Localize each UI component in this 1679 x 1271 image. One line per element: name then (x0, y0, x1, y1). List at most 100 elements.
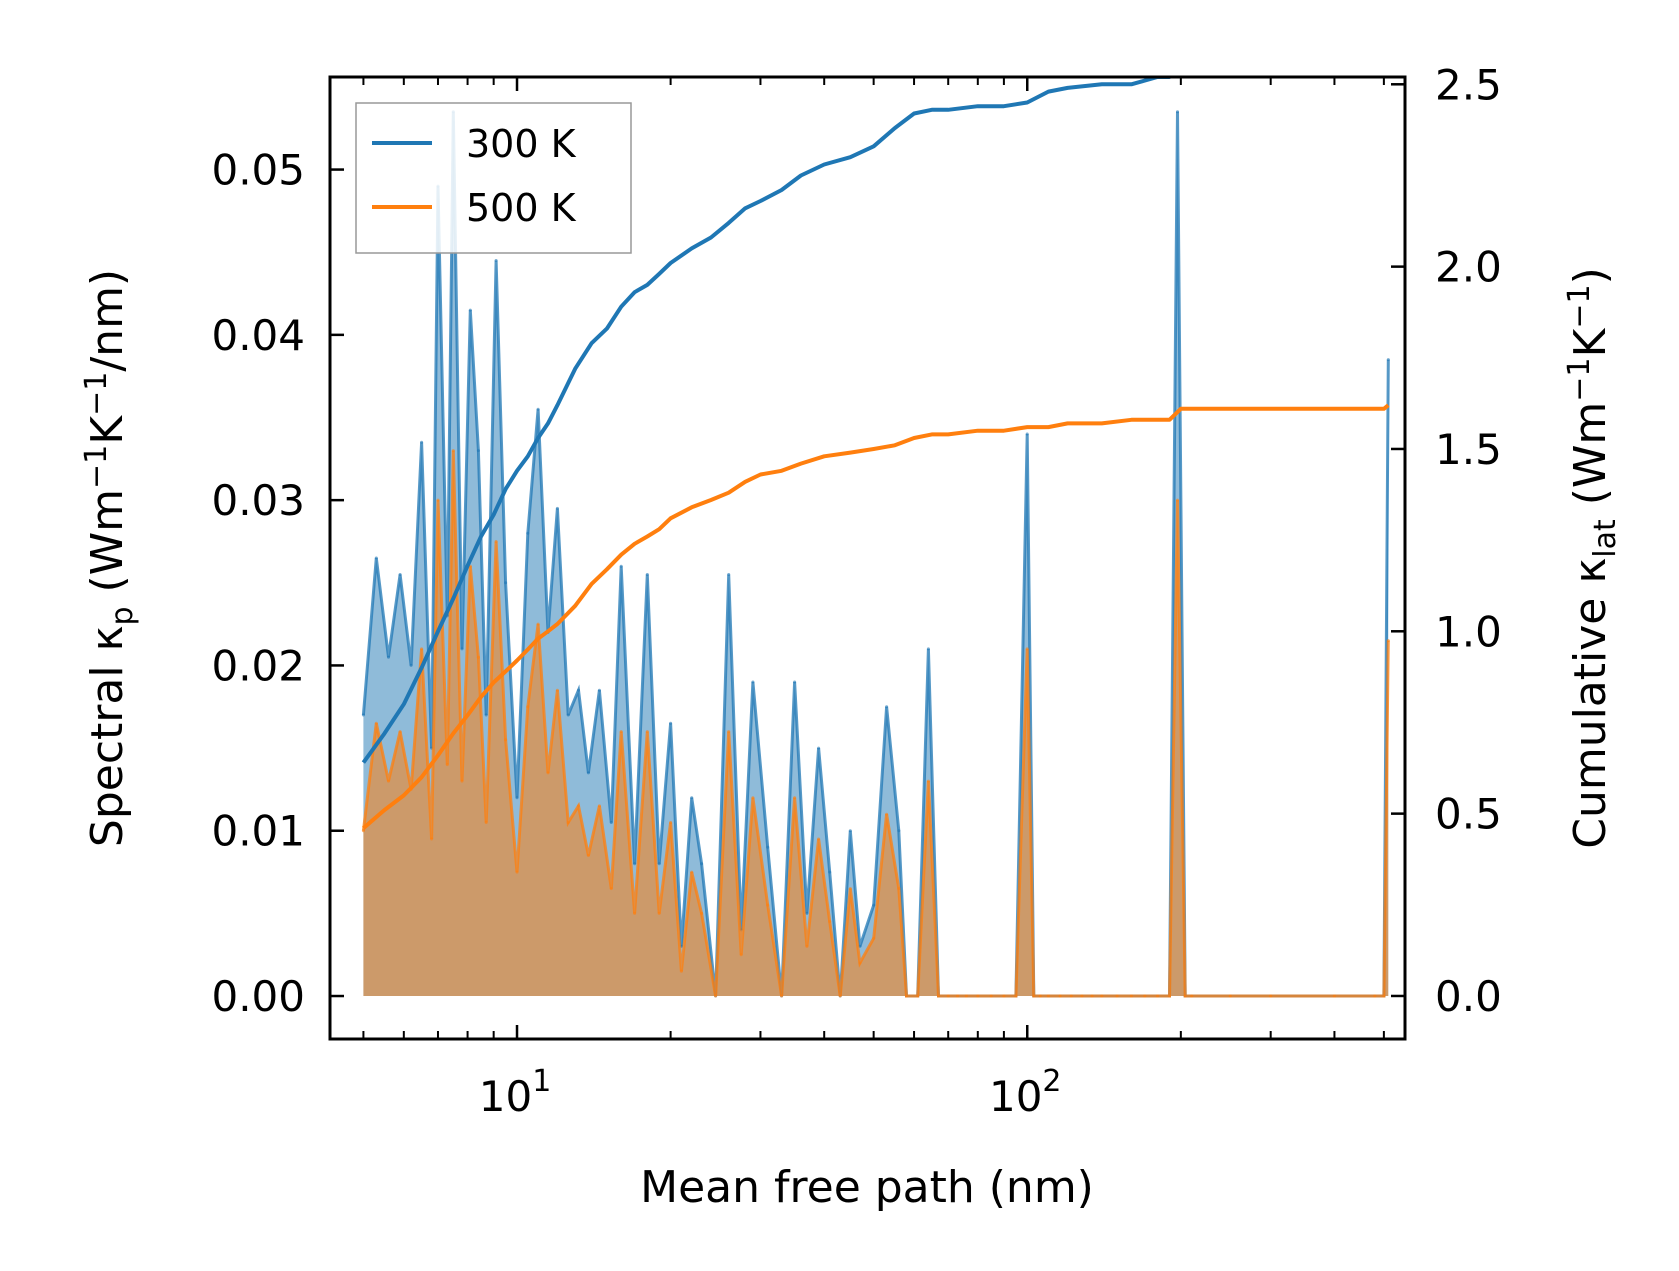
spectral-point-500k (577, 804, 580, 808)
legend-label-500k: 500 K (466, 186, 577, 230)
spectral-point-300k (494, 259, 498, 262)
spectral-line-500k (361, 450, 1390, 998)
spectral-point-500k (1069, 994, 1073, 998)
spectral-point-500k (387, 779, 390, 783)
spectral-point-500k (1183, 994, 1187, 998)
spectral-point-500k (885, 812, 889, 816)
legend-box (355, 102, 632, 254)
spectral-point-300k (690, 796, 694, 800)
spectral-point-500k (727, 730, 731, 734)
spectral-point-500k (546, 771, 550, 775)
spectral-point-300k (633, 862, 637, 866)
spectral-point-500k (374, 721, 378, 725)
spectral-point-500k (1025, 647, 1029, 651)
y-axis-title-c: /nm) (82, 269, 133, 372)
spectral-point-500k (897, 887, 901, 891)
legend-label-300k: 300 K (466, 122, 577, 166)
y2-tick-label: 1.0 (1435, 607, 1502, 656)
y2-axis-title-pre: Cumulative κ (1565, 558, 1616, 849)
spectral-point-500k (793, 796, 797, 800)
spectral-point-300k (420, 440, 424, 444)
spectral-point-500k (956, 994, 959, 998)
spectral-point-500k (657, 911, 661, 915)
spectral-point-300k (536, 407, 540, 411)
spectral-point-300k (669, 721, 673, 725)
spectral-point-500k (805, 944, 809, 948)
spectral-point-300k (805, 911, 809, 915)
y2-axis-title: Cumulative κlat (Wm−1K−1) (1562, 267, 1623, 849)
spectral-point-500k (1002, 994, 1006, 998)
cumulative-line-300k (361, 77, 1172, 764)
spectral-point-300k (555, 506, 559, 510)
spectral-point-500k (1058, 994, 1062, 998)
spectral-point-300k (766, 845, 770, 849)
spectral-point-300k (885, 705, 889, 709)
spectral-point-500k (739, 953, 743, 957)
y-axis-title-b: K (82, 415, 133, 445)
spectral-point-300k (609, 821, 613, 824)
y2-tick-label: 0.0 (1435, 972, 1502, 1021)
spectral-point-500k (609, 887, 613, 891)
y-axis-title-sup1: −1 (79, 445, 114, 489)
spectral-point-500k (989, 994, 993, 998)
spectral-point-300k (872, 903, 876, 907)
spectral-point-500k (645, 730, 649, 734)
y-axis-title-sub: p (105, 606, 140, 625)
spectral-point-300k (387, 655, 390, 659)
spectral-point-300k (848, 829, 852, 833)
spectral-point-500k (445, 763, 449, 767)
spectral-layer (361, 110, 1390, 998)
spectral-point-500k (619, 730, 623, 734)
spectral-point-500k (937, 994, 940, 998)
spectral-point-500k (700, 911, 704, 915)
spectral-point-500k (566, 821, 570, 824)
spectral-point-500k (597, 804, 601, 808)
spectral-point-500k (1038, 994, 1042, 998)
y2-tick-label: 2.5 (1435, 60, 1502, 109)
spectral-point-500k (1156, 994, 1159, 998)
spectral-point-500k (872, 936, 876, 940)
spectral-point-500k (1080, 994, 1084, 998)
spectral-point-300k (700, 862, 704, 866)
spectral-point-500k (714, 994, 718, 998)
spectral-point-300k (727, 573, 731, 576)
spectral-point-500k (780, 994, 784, 998)
spectral-point-300k (566, 713, 570, 717)
spectral-point-500k (515, 870, 519, 874)
y2-axis-title-c: ) (1565, 267, 1616, 284)
spectral-point-500k (848, 887, 852, 891)
spectral-point-300k (526, 531, 530, 535)
spectral-point-500k (679, 969, 683, 973)
y-axis-title-a: (Wm (82, 489, 133, 607)
spectral-point-300k (793, 680, 797, 684)
cumulative-layer (361, 77, 1390, 830)
spectral-point-500k (1373, 994, 1377, 998)
spectral-point-500k (633, 911, 637, 915)
spectral-point-500k (1129, 994, 1133, 998)
spectral-point-500k (1269, 994, 1273, 998)
spectral-point-300k (374, 556, 378, 560)
plot-frame (328, 75, 1407, 1041)
spectral-point-500k (1168, 994, 1171, 998)
spectral-point-500k (946, 994, 950, 998)
spectral-point-500k (1382, 994, 1386, 998)
spectral-point-500k (1014, 994, 1018, 998)
axes-layer: 0.00 0.01 0.02 0.03 0.04 0.05 0.0 0.5 1.0 1.5 2.0 2… (211, 60, 1501, 1121)
spectral-point-500k (420, 647, 424, 651)
spectral-point-500k (536, 622, 540, 626)
spectral-point-500k (828, 920, 832, 924)
spectral-point-500k (905, 994, 908, 998)
spectral-point-500k (916, 994, 920, 998)
spectral-point-300k (828, 870, 832, 874)
spectral-point-500k (964, 994, 968, 998)
spectral-point-500k (555, 688, 559, 692)
spectral-point-300k (1176, 110, 1179, 114)
spectral-point-300k (597, 688, 601, 692)
spectral-point-500k (1386, 639, 1390, 643)
spectral-point-500k (976, 994, 980, 998)
spectral-point-500k (1100, 994, 1104, 998)
spectral-point-300k (657, 862, 661, 866)
spectral-point-500k (817, 837, 821, 841)
